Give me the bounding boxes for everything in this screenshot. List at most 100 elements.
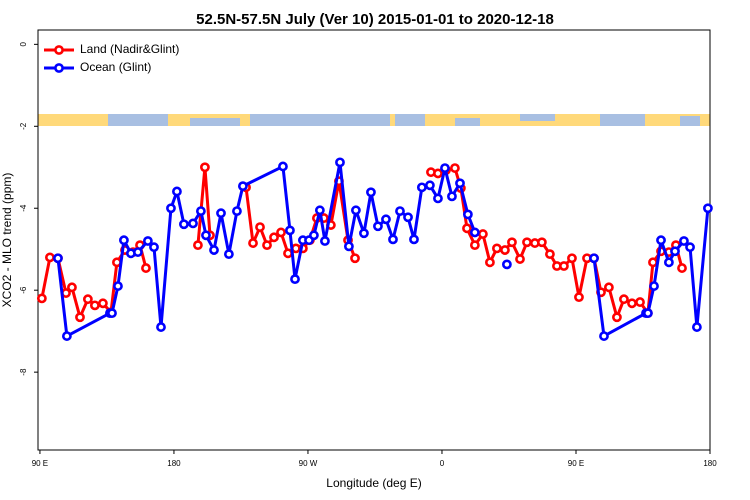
data-point xyxy=(290,274,300,285)
data-point xyxy=(142,236,153,246)
data-point xyxy=(462,223,472,234)
data-point xyxy=(156,322,166,332)
data-point xyxy=(248,238,258,248)
y-axis-label: XCO2 - MLO trend (ppm) xyxy=(0,173,14,308)
data-point xyxy=(450,163,460,173)
data-point xyxy=(188,218,198,229)
data-point xyxy=(149,242,159,253)
data-point xyxy=(685,242,695,253)
data-point xyxy=(619,294,629,305)
data-point xyxy=(589,253,599,264)
data-point xyxy=(536,237,547,248)
data-point xyxy=(107,308,117,319)
data-point xyxy=(507,237,517,248)
x-tick-label: 180 xyxy=(703,459,717,468)
data-point xyxy=(344,241,354,252)
plot-frame xyxy=(37,29,711,451)
data-point xyxy=(515,254,525,264)
data-point xyxy=(469,227,480,238)
data-point xyxy=(388,234,398,245)
data-point xyxy=(351,205,361,216)
data-point xyxy=(500,245,510,255)
data-point xyxy=(200,162,210,173)
data-point xyxy=(285,225,295,236)
data-point xyxy=(237,181,248,192)
x-tick-label: 90 W xyxy=(299,459,318,468)
data-point xyxy=(409,234,419,245)
data-point xyxy=(403,212,413,223)
data-point xyxy=(45,252,55,263)
data-point xyxy=(649,281,659,291)
data-point xyxy=(36,293,47,304)
data-point xyxy=(373,221,383,232)
data-point xyxy=(433,193,443,204)
data-point xyxy=(119,235,129,246)
data-point xyxy=(166,203,176,214)
data-point xyxy=(359,228,369,239)
data-point xyxy=(89,300,100,311)
data-point xyxy=(643,308,653,319)
y-tick-label: -4 xyxy=(19,204,28,212)
data-point xyxy=(320,236,330,246)
data-point xyxy=(98,298,108,309)
data-point xyxy=(278,161,288,172)
data-point xyxy=(677,263,687,273)
data-point xyxy=(703,203,713,214)
data-point xyxy=(193,240,203,251)
data-point xyxy=(567,253,577,264)
data-point xyxy=(196,206,206,217)
data-point xyxy=(309,230,319,241)
data-point xyxy=(670,246,680,257)
data-point xyxy=(656,235,666,246)
data-point xyxy=(314,205,325,216)
data-point xyxy=(262,240,272,251)
data-point xyxy=(425,180,435,191)
y-tick-label: 0 xyxy=(19,42,28,47)
legend-marker xyxy=(54,45,64,55)
data-point xyxy=(545,249,555,260)
data-point xyxy=(447,191,457,202)
data-point xyxy=(75,312,85,323)
data-point xyxy=(522,237,532,248)
data-point xyxy=(141,263,151,273)
data-point xyxy=(366,187,376,198)
data-point xyxy=(381,214,391,225)
data-point xyxy=(455,178,465,189)
data-point xyxy=(82,294,93,305)
data-point xyxy=(335,157,345,168)
x-tick-label: 90 E xyxy=(32,459,48,468)
data-point xyxy=(433,168,443,179)
data-point xyxy=(269,232,279,243)
data-point xyxy=(216,208,226,219)
data-point xyxy=(612,312,622,323)
y-tick-label: -2 xyxy=(19,122,28,130)
data-point xyxy=(691,322,702,332)
data-point xyxy=(53,253,63,264)
data-point xyxy=(501,259,512,270)
x-axis-label: Longitude (deg E) xyxy=(326,476,421,490)
x-tick-label: 180 xyxy=(167,459,181,468)
data-point xyxy=(599,331,609,341)
data-point xyxy=(603,282,614,293)
data-point xyxy=(283,248,293,259)
data-point xyxy=(679,236,689,246)
data-point xyxy=(559,261,569,271)
legend-label: Land (Nadir&Glint) xyxy=(80,42,179,56)
map-strip xyxy=(38,114,710,126)
data-point xyxy=(648,257,658,268)
data-point xyxy=(232,206,242,217)
data-point xyxy=(416,182,427,193)
legend-label: Ocean (Glint) xyxy=(80,60,151,74)
data-point xyxy=(350,253,360,264)
data-point xyxy=(67,282,77,293)
data-point xyxy=(133,247,143,257)
data-point xyxy=(492,243,502,254)
data-point xyxy=(478,229,488,239)
data-point xyxy=(61,331,72,341)
data-point xyxy=(574,292,584,303)
chart-title: 52.5N-57.5N July (Ver 10) 2015-01-01 to … xyxy=(196,11,554,28)
data-point xyxy=(469,240,480,251)
data-point xyxy=(485,257,495,268)
data-point xyxy=(462,209,473,220)
